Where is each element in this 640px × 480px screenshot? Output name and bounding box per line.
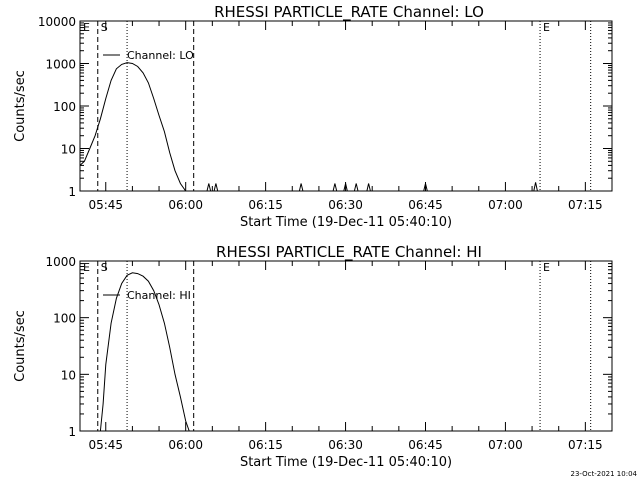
legend-label: Channel: HI	[127, 289, 191, 302]
y-tick-label: 100	[53, 100, 76, 114]
time-marker-label: E	[543, 21, 550, 34]
x-tick-label: 06:45	[408, 198, 443, 212]
y-tick-label: 100	[53, 312, 76, 326]
series-line	[79, 62, 570, 192]
y-tick-label: 1	[68, 185, 76, 199]
legend-label: Channel: LO	[127, 49, 194, 62]
x-tick-label: 06:45	[408, 438, 443, 452]
x-tick-label: 06:00	[168, 198, 203, 212]
time-marker-label: E	[543, 261, 550, 274]
time-marker-label: S	[101, 261, 108, 274]
x-tick-label: 06:00	[168, 438, 203, 452]
x-tick-label: 06:15	[248, 438, 283, 452]
plot-frame	[79, 20, 613, 192]
y-tick-label: 10000	[38, 15, 76, 29]
xlabel-hi: Start Time (19-Dec-11 05:40:10)	[240, 455, 452, 470]
y-tick-label: 10	[61, 368, 76, 382]
plot-frame	[79, 260, 613, 432]
x-tick-label: 06:15	[248, 198, 283, 212]
x-tick-label: 05:45	[88, 198, 123, 212]
x-tick-label: 06:30	[328, 198, 363, 212]
time-marker-label: E	[83, 261, 90, 274]
time-marker-label: E	[83, 21, 90, 34]
xlabel-lo: Start Time (19-Dec-11 05:40:10)	[240, 215, 452, 230]
y-tick-label: 1	[68, 425, 76, 439]
panel-hi-channel: RHESSI PARTICLE_RATE Channel: HI Counts/…	[13, 243, 613, 470]
x-tick-label: 06:30	[328, 438, 363, 452]
footer-timestamp: 23-Oct-2021 10:04	[571, 470, 638, 478]
chart-title-lo: RHESSI PARTICLE_RATE Channel: LO	[214, 3, 484, 22]
x-tick-label: 05:45	[88, 438, 123, 452]
y-tick-label: 1000	[45, 58, 76, 72]
x-tick-label: 07:00	[488, 438, 523, 452]
panel-lo-channel: RHESSI PARTICLE_RATE Channel: LO Counts/…	[13, 3, 613, 230]
ylabel-lo: Counts/sec	[13, 70, 28, 142]
time-marker-label: S	[101, 21, 108, 34]
y-tick-label: 1000	[45, 255, 76, 269]
ylabel-hi: Counts/sec	[13, 310, 28, 382]
series-line	[99, 272, 190, 432]
x-tick-label: 07:00	[488, 198, 523, 212]
x-tick-label: 07:15	[568, 438, 603, 452]
chart-title-hi: RHESSI PARTICLE_RATE Channel: HI	[216, 243, 482, 262]
x-tick-label: 07:15	[568, 198, 603, 212]
y-tick-label: 10	[61, 143, 76, 157]
